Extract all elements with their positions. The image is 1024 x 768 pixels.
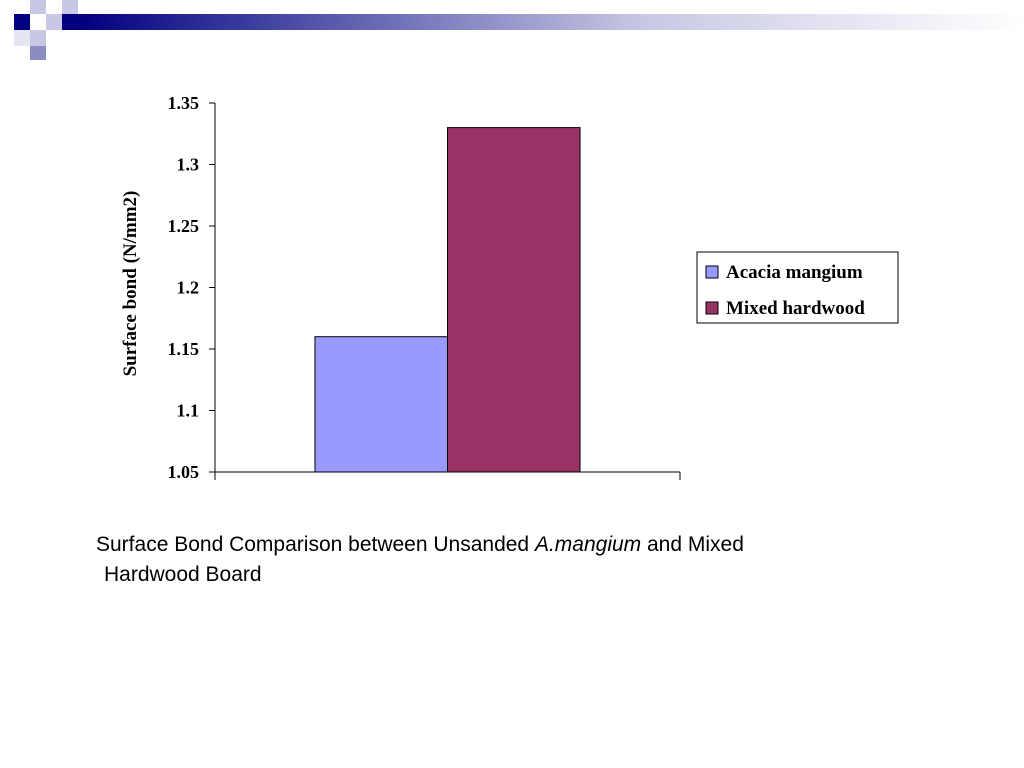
legend-label: Acacia mangium (726, 262, 863, 283)
y-tick-label: 1.25 (168, 216, 200, 236)
y-tick-label: 1.35 (168, 93, 200, 113)
legend-box (696, 251, 899, 324)
legend-swatch (705, 301, 719, 315)
caption: Surface Bond Comparison between Unsanded… (96, 533, 744, 586)
bar (314, 336, 448, 473)
chart: 1.05 1.1 1.15 1.2 1.25 1.3 1.35 Surface bond (N… (120, 93, 899, 482)
caption-text: Surface Bond Comparison between Unsanded (96, 533, 535, 556)
y-tick-label: 1.15 (168, 339, 200, 359)
y-tick-label: 1.2 (177, 278, 200, 298)
legend-label: Mixed hardwood (726, 298, 865, 319)
legend-swatch (705, 265, 719, 279)
bar (447, 127, 581, 473)
y-tick-label: 1.3 (177, 155, 200, 175)
y-axis-label: Surface bond (N/mm2) (120, 191, 141, 377)
y-tick-label: 1.1 (177, 401, 200, 421)
banner (14, 0, 1024, 60)
caption-text: and Mixed (641, 533, 744, 556)
caption-italic: A.mangium (533, 533, 641, 556)
caption-text: Hardwood Board (104, 563, 262, 586)
y-tick-label: 1.05 (168, 462, 200, 482)
